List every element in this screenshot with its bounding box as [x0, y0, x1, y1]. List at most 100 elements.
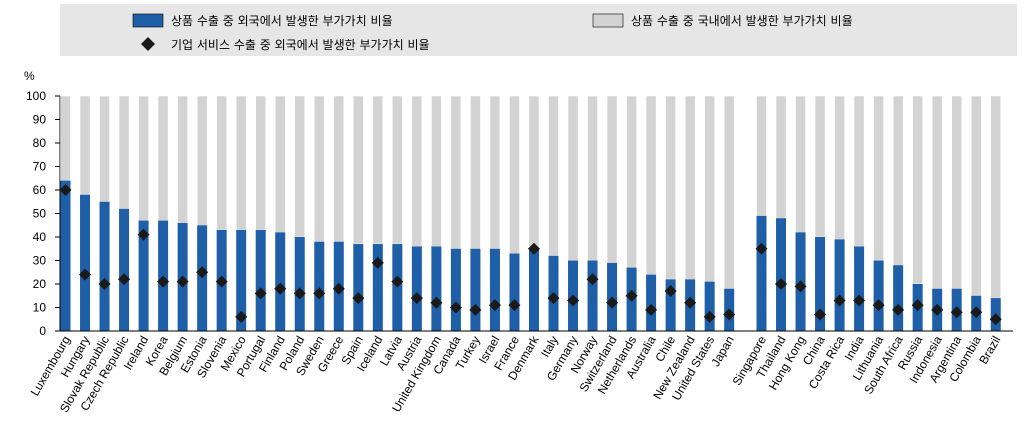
bar-foreign [489, 248, 500, 331]
bar-domestic [587, 95, 598, 261]
legend-swatch-foreign [132, 13, 164, 28]
bar-domestic [157, 95, 169, 221]
bar-domestic [138, 95, 149, 221]
marker-services [625, 289, 638, 302]
bar-foreign [60, 180, 71, 331]
bar-domestic [892, 95, 904, 266]
bar-foreign [528, 248, 539, 331]
marker-services [606, 296, 619, 309]
y-tick-label: 10 [33, 301, 47, 315]
bar-domestic [177, 95, 188, 224]
bar-domestic [645, 95, 657, 275]
y-axis: 0 10 20 30 40 50 60 70 80 90 100 [26, 89, 61, 338]
bar-foreign [314, 241, 325, 331]
marker-services [352, 292, 365, 305]
bar-foreign [646, 274, 657, 331]
bar-foreign [873, 260, 884, 331]
marker-services [645, 303, 658, 316]
y-tick-label: 90 [33, 113, 47, 127]
bar-foreign [353, 244, 364, 331]
bar-foreign [815, 237, 826, 331]
bar-foreign [80, 194, 91, 331]
bar-foreign [236, 229, 247, 331]
bar-domestic [216, 95, 227, 231]
marker-services [892, 303, 905, 316]
marker-services [488, 299, 501, 312]
bar-domestic [756, 95, 767, 217]
legend: 상품 수출 중 외국에서 발생한 부가가치 비율 상품 수출 중 국내에서 발생… [60, 4, 1017, 56]
bar-foreign [431, 246, 442, 331]
bar-domestic [951, 95, 962, 289]
bar-domestic [795, 95, 806, 233]
marker-services [508, 299, 521, 312]
marker-services [449, 301, 462, 314]
bar-domestic [372, 95, 384, 245]
bar-foreign [275, 232, 286, 331]
bar-foreign [854, 246, 865, 331]
legend-label-services: 기업 서비스 수출 중 외국에서 발생한 부가가치 비율 [171, 38, 430, 52]
bar-domestic [567, 95, 579, 261]
bar-domestic [931, 95, 943, 289]
marker-services [931, 303, 944, 316]
legend-label-foreign: 상품 수출 중 외국에서 발생한 부가가치 비율 [171, 14, 393, 28]
legend-swatch-domestic [592, 13, 624, 28]
marker-services [989, 313, 1002, 326]
y-axis-unit-label: % [24, 69, 35, 83]
marker-services [794, 280, 807, 293]
marker-services [98, 278, 111, 290]
bar-foreign [450, 248, 461, 331]
bar-domestic [255, 95, 266, 231]
y-tick-label: 0 [39, 324, 46, 338]
legend-marker-services [141, 37, 155, 51]
bar-domestic [528, 95, 540, 249]
marker-services [853, 294, 866, 307]
bar-foreign [372, 244, 383, 331]
bar-domestic [990, 95, 1001, 299]
bar-domestic [314, 95, 325, 242]
bar-domestic [431, 95, 442, 247]
bar-domestic [274, 95, 286, 233]
bar-domestic [970, 95, 982, 296]
bar-domestic [723, 95, 735, 289]
marker-services [157, 275, 170, 288]
bar-foreign [756, 215, 767, 331]
bar-foreign [509, 253, 520, 331]
marker-services [872, 299, 885, 312]
marker-services [371, 256, 384, 269]
bar-domestic [509, 95, 520, 254]
marker-services [215, 275, 228, 288]
legend-background [60, 4, 1017, 56]
marker-services [703, 310, 716, 323]
marker-services [235, 310, 248, 323]
marker-services [527, 242, 540, 255]
bar-domestic [912, 95, 923, 285]
bar-domestic [411, 95, 423, 247]
marker-services [430, 296, 443, 309]
marker-services [950, 306, 963, 319]
bar-foreign [138, 220, 149, 331]
y-tick-label: 40 [33, 230, 47, 244]
marker-services [814, 308, 827, 321]
bar-domestic [873, 95, 884, 261]
bar-domestic [684, 95, 696, 280]
bar-domestic [79, 95, 91, 195]
bar-domestic [392, 95, 403, 245]
marker-services [547, 292, 560, 305]
bar-domestic [470, 95, 481, 249]
marker-services [274, 282, 287, 295]
marker-services [684, 296, 697, 309]
bar-domestic [99, 95, 110, 202]
bar-foreign [470, 248, 481, 331]
bar-foreign [704, 281, 715, 331]
marker-services [911, 299, 924, 312]
bar-domestic [294, 95, 305, 238]
bar-foreign [255, 229, 266, 331]
bar-foreign [665, 279, 676, 331]
bar-foreign [587, 260, 598, 331]
y-tick-label: 20 [33, 277, 47, 291]
marker-services [469, 303, 482, 316]
bar-foreign [99, 201, 110, 331]
bar-domestic [626, 95, 637, 268]
